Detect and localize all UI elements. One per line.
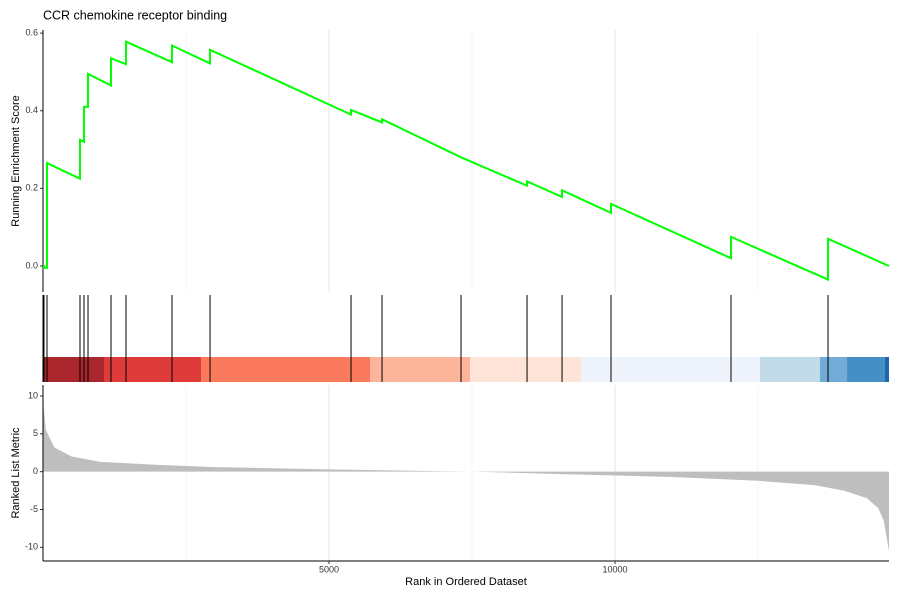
metric-area	[43, 399, 889, 552]
y-tick-label: 10	[28, 390, 38, 400]
color-bar-segment	[820, 357, 848, 382]
y-tick-label: 0.2	[25, 183, 38, 193]
color-bar-segment	[103, 357, 201, 382]
y-tick-label: 0	[33, 466, 38, 476]
y-tick-label: 0.0	[25, 260, 38, 270]
color-bar-segment	[760, 357, 821, 382]
color-bar-segment	[370, 357, 471, 382]
y-tick-label: -10	[25, 542, 38, 552]
y-axis-label: Ranked List Metric	[10, 427, 22, 519]
x-tick-label: 5000	[319, 564, 339, 574]
y-axis-label: Running Enrichment Score	[10, 95, 22, 226]
y-tick-label: 0.4	[25, 105, 38, 115]
color-bar-segment	[200, 357, 371, 382]
x-tick-label: 10000	[602, 564, 627, 574]
chart-title: CCR chemokine receptor binding	[43, 8, 227, 22]
y-tick-label: 0.6	[25, 27, 38, 37]
y-tick-label: 5	[33, 428, 38, 438]
y-tick-label: -5	[30, 504, 38, 514]
color-bar-segment	[43, 357, 104, 382]
color-bar-segment	[884, 357, 889, 382]
color-bar-segment	[581, 357, 761, 382]
color-bar-segment	[470, 357, 582, 382]
color-bar-segment	[847, 357, 885, 382]
x-axis-label: Rank in Ordered Dataset	[405, 576, 527, 588]
es-line	[42, 40, 890, 282]
